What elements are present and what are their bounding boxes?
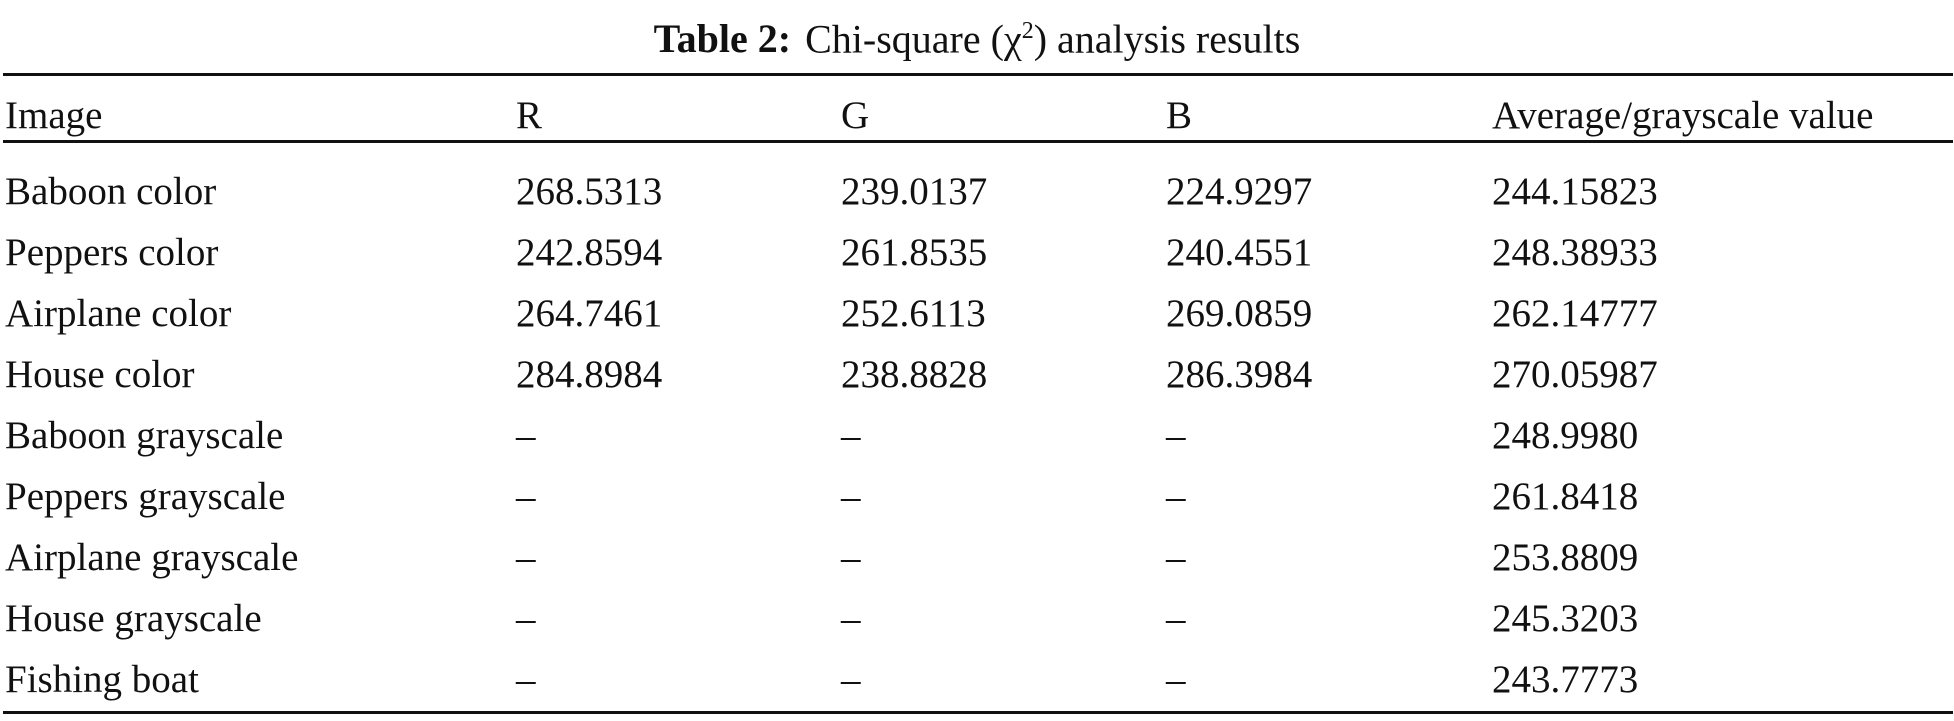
table-cell: 268.5313	[516, 170, 663, 213]
table-cell: –	[841, 475, 861, 518]
table-row: House grayscale – – – 245.3203	[0, 588, 1954, 649]
table-cell: 242.8594	[516, 231, 663, 274]
table-header-row: Image R G B Average/grayscale value	[0, 85, 1954, 146]
header-cell: Image	[5, 94, 103, 137]
header-cell: G	[841, 94, 870, 137]
table-cell: 269.0859	[1166, 292, 1313, 335]
top-rule	[3, 73, 1953, 76]
table-cell: –	[1166, 658, 1186, 701]
table-cell: –	[841, 414, 861, 457]
bottom-rule	[3, 711, 1953, 714]
table-row: Peppers color 242.8594 261.8535 240.4551 248…	[0, 222, 1954, 283]
header-cell: R	[516, 94, 543, 137]
table-cell: –	[1166, 414, 1186, 457]
table-cell: –	[516, 414, 536, 457]
table-cell: 252.6113	[841, 292, 986, 335]
header-rule	[3, 140, 1953, 143]
table-cell: 253.8809	[1492, 536, 1639, 579]
table-cell: –	[516, 597, 536, 640]
table-cell: Airplane color	[5, 292, 232, 335]
table-cell: 248.9980	[1492, 414, 1639, 457]
caption-text-after: ) analysis results	[1033, 16, 1301, 62]
table-cell: House color	[5, 353, 195, 396]
table-cell: 224.9297	[1166, 170, 1313, 213]
table-cell: 261.8418	[1492, 475, 1639, 518]
table-cell: 243.7773	[1492, 658, 1639, 701]
table-cell: Peppers grayscale	[5, 475, 286, 518]
table-cell: 239.0137	[841, 170, 988, 213]
table-caption: Table 2: Chi-square (χ2) analysis results	[0, 6, 1954, 64]
table-cell: 238.8828	[841, 353, 988, 396]
table-cell: –	[516, 475, 536, 518]
table-cell: Baboon grayscale	[5, 414, 284, 457]
table-cell: 262.14777	[1492, 292, 1658, 335]
table-cell: –	[841, 597, 861, 640]
table-row: Baboon color 268.5313 239.0137 224.9297 244.…	[0, 161, 1954, 222]
table-row: Airplane color 264.7461 252.6113 269.0859 26…	[0, 283, 1954, 344]
table-cell: 286.3984	[1166, 353, 1313, 396]
table-label: Table 2:	[653, 16, 792, 62]
table-cell: Peppers color	[5, 231, 219, 274]
table-cell: 284.8984	[516, 353, 663, 396]
table-cell: 244.15823	[1492, 170, 1658, 213]
table-cell: Baboon color	[5, 170, 217, 213]
table-cell: 270.05987	[1492, 353, 1658, 396]
header-cell: Average/grayscale value	[1492, 94, 1874, 137]
table-cell: –	[1166, 475, 1186, 518]
table-cell: 240.4551	[1166, 231, 1313, 274]
table-cell: –	[516, 536, 536, 579]
caption-text: Chi-square (χ	[805, 16, 1022, 62]
table-cell: Airplane grayscale	[5, 536, 299, 579]
table-cell: 264.7461	[516, 292, 663, 335]
table-row: Peppers grayscale – – – 261.8418	[0, 466, 1954, 527]
table-row: House color 284.8984 238.8828 286.3984 270.0…	[0, 344, 1954, 405]
table-row: Airplane grayscale – – – 253.8809	[0, 527, 1954, 588]
table-cell: –	[841, 658, 861, 701]
table-cell: –	[1166, 597, 1186, 640]
caption-superscript: 2	[1021, 18, 1034, 44]
table-cell: –	[1166, 536, 1186, 579]
table-cell: Fishing boat	[5, 658, 199, 701]
table-cell: 245.3203	[1492, 597, 1639, 640]
table-cell: 261.8535	[841, 231, 988, 274]
table-cell: House grayscale	[5, 597, 262, 640]
table-cell: 248.38933	[1492, 231, 1658, 274]
table-cell: –	[841, 536, 861, 579]
table-row: Baboon grayscale – – – 248.9980	[0, 405, 1954, 466]
table-cell: –	[516, 658, 536, 701]
table-row: Fishing boat – – – 243.7773	[0, 649, 1954, 710]
header-cell: B	[1166, 94, 1193, 137]
